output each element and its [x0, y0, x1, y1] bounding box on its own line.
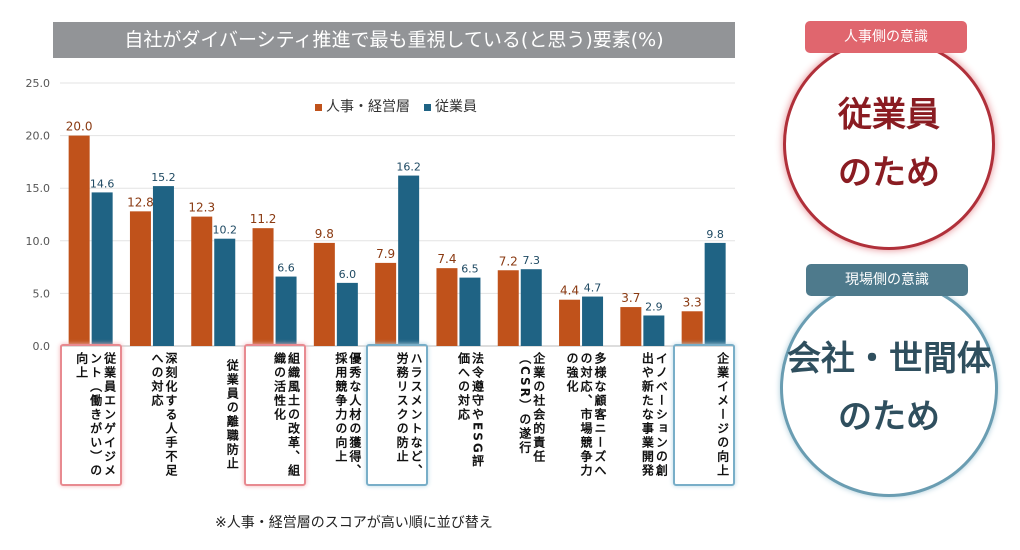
bar: [681, 311, 703, 346]
x-category-label: 企業の社会的責任（CSR）の遂行: [517, 352, 546, 464]
bar: [620, 307, 642, 346]
category-highlight: [672, 344, 735, 486]
bar: [704, 242, 726, 346]
bar-value-label: 7.4: [437, 252, 456, 266]
y-tick-label: 20.0: [26, 130, 51, 143]
bar-value-label: 9.8: [706, 228, 724, 241]
y-tick-label: 25.0: [26, 77, 51, 90]
category-highlight: [366, 344, 429, 486]
category-highlight: [59, 344, 122, 486]
legend: 人事・経営層 従業員: [315, 96, 477, 116]
bar-value-label: 3.7: [621, 291, 640, 305]
bar-value-label: 7.2: [499, 254, 518, 268]
x-category-label: 従業員エンゲイジメント（働きがい）の向上: [74, 352, 117, 478]
y-tick-label: 5.0: [33, 287, 51, 300]
bar-value-label: 4.7: [584, 282, 602, 295]
hr-circle: 従業員 のため: [783, 38, 995, 250]
y-tick-label: 0.0: [33, 340, 51, 353]
bar-value-label: 10.2: [213, 224, 238, 237]
hr-badge: 人事側の意識: [805, 21, 967, 53]
legend-item-hr: 人事・経営層: [315, 96, 410, 116]
bar-value-label: 6.5: [461, 263, 479, 276]
bar-value-label: 20.0: [66, 120, 93, 134]
bar: [582, 296, 604, 346]
legend-swatch: [424, 103, 431, 111]
y-tick-label: 10.0: [26, 235, 51, 248]
bar: [398, 175, 420, 346]
bar: [129, 211, 151, 346]
y-tick-label: 15.0: [26, 182, 51, 195]
x-category-label: 企業イメージの向上: [715, 352, 730, 478]
field-circle-line2: のため: [838, 397, 940, 437]
bar-value-label: 2.9: [645, 300, 663, 313]
legend-swatch: [315, 103, 322, 111]
bar-value-label: 6.0: [339, 268, 357, 281]
bar: [375, 262, 397, 346]
bar-value-label: 16.2: [396, 161, 421, 174]
bar: [275, 276, 297, 346]
hr-circle-line1: 従業員: [838, 95, 940, 135]
bar-value-label: 12.8: [127, 195, 154, 209]
field-circle: 会社・世間体 のため: [780, 279, 998, 497]
bar: [643, 315, 665, 346]
x-category-label: 法令遵守やESG評価への対応: [456, 352, 485, 469]
chart-title: 自社がダイバーシティ推進で最も重視している(と思う)要素(%): [53, 22, 735, 58]
bar: [336, 282, 358, 346]
bar: [520, 269, 542, 346]
x-category-label: 優秀な人材の獲得、採用競争力の向上: [333, 352, 362, 478]
bar: [191, 216, 213, 346]
bar: [459, 277, 481, 346]
bar-value-label: 3.3: [683, 295, 702, 309]
bar: [436, 268, 458, 346]
x-category-label: イノベーションの創出や新たな事業開発: [640, 352, 669, 478]
bar-value-label: 7.9: [376, 247, 395, 261]
bar-value-label: 14.6: [90, 177, 115, 190]
hr-circle-line2: のため: [838, 153, 940, 193]
x-category-label: 従業員の離職防止: [225, 359, 240, 471]
bar-value-label: 15.2: [151, 171, 176, 184]
bar-value-label: 9.8: [315, 227, 334, 241]
bar-value-label: 7.3: [523, 254, 541, 267]
bar: [152, 186, 174, 346]
bar-value-label: 6.6: [277, 262, 295, 275]
x-category-label: 深刻化する人手不足への対応: [149, 352, 178, 478]
bar: [559, 299, 581, 346]
legend-item-employee: 従業員: [424, 96, 477, 116]
x-category-label: 組織風土の改革、組織の活性化: [272, 352, 301, 478]
category-highlight: [243, 344, 306, 486]
x-category-label: 多様な顧客ニーズへの対応、市場競争力の強化: [565, 352, 608, 478]
field-circle-line1: 会社・世間体: [787, 339, 991, 379]
bar: [252, 228, 274, 346]
bar: [313, 242, 335, 346]
legend-label: 従業員: [435, 99, 477, 115]
legend-label: 人事・経営層: [326, 99, 410, 115]
footnote: ※人事・経営層のスコアが高い順に並び替え: [215, 515, 493, 531]
bar: [91, 192, 113, 346]
field-badge: 現場側の意識: [806, 264, 968, 296]
bar: [68, 135, 90, 346]
x-category-label: ハラスメントなど、労務リスクの防止: [395, 352, 424, 478]
bar-value-label: 11.2: [250, 212, 277, 226]
bar: [497, 270, 519, 346]
bar-value-label: 12.3: [188, 201, 215, 215]
bar: [214, 238, 236, 346]
bar-value-label: 4.4: [560, 284, 579, 298]
